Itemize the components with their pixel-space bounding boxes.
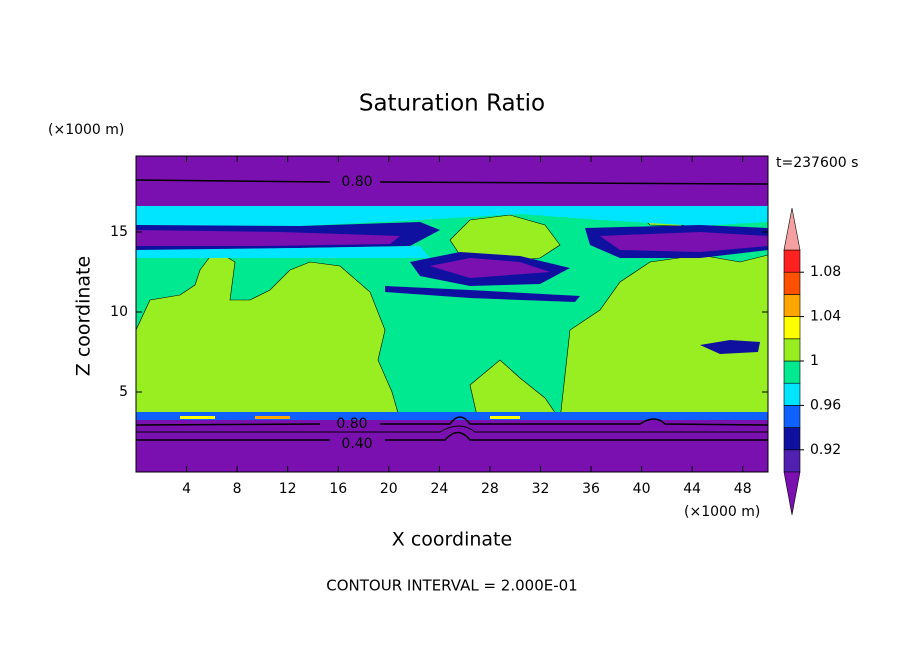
y-tick-label: 15 [110, 224, 128, 240]
contour-label: 0.80 [336, 416, 367, 432]
x-tick-label: 44 [683, 481, 701, 497]
x-tick-label: 32 [532, 481, 550, 497]
y-tick-label: 10 [110, 304, 128, 320]
footer: CONTOUR INTERVAL = 2.000E-01 [326, 577, 577, 595]
x-unit: (×1000 m) [684, 504, 760, 520]
x-tick-label: 24 [430, 481, 448, 497]
x-tick-label: 8 [233, 481, 242, 497]
colorbar-segment [783, 360, 801, 384]
x-tick-label: 28 [481, 481, 499, 497]
chart-title: Saturation Ratio [359, 91, 545, 117]
contour-label: 0.80 [341, 174, 372, 190]
colorbar-segment [783, 316, 801, 340]
colorbar-segment [783, 271, 801, 295]
x-tick-label: 16 [329, 481, 347, 497]
colorbar-tick-label: 0.96 [810, 397, 841, 413]
x-tick-label: 12 [279, 481, 297, 497]
time-label: t=237600 s [776, 155, 858, 171]
colorbar-segment [783, 249, 801, 273]
colorbar-segment [783, 449, 801, 473]
x-tick-label: 20 [380, 481, 398, 497]
colorbar-tick-label: 1.08 [810, 264, 841, 280]
colorbar-segment [783, 427, 801, 451]
x-tick-label: 48 [734, 481, 752, 497]
colorbar-segment [783, 294, 801, 317]
y-tick-label: 5 [119, 384, 128, 400]
colorbar-tick-label: 0.92 [810, 442, 841, 458]
contour-label: 0.40 [341, 436, 372, 452]
colorbar-tick-label: 1 [810, 353, 819, 369]
x-tick-label: 40 [633, 481, 651, 497]
y-unit: (×1000 m) [48, 122, 124, 138]
x-tick-label: 36 [582, 481, 600, 497]
field [135, 156, 769, 472]
y-axis-label: Z coordinate [73, 256, 95, 376]
colorbar-under [783, 471, 801, 516]
colorbar-over [783, 207, 801, 251]
colorbar-tick-label: 1.04 [810, 309, 841, 325]
x-tick-label: 4 [182, 481, 191, 497]
x-axis-label: X coordinate [392, 529, 512, 551]
colorbar-segment [783, 382, 801, 406]
colorbar-segment [783, 405, 801, 428]
colorbar-segment [783, 338, 801, 362]
plot-frame [135, 155, 769, 473]
